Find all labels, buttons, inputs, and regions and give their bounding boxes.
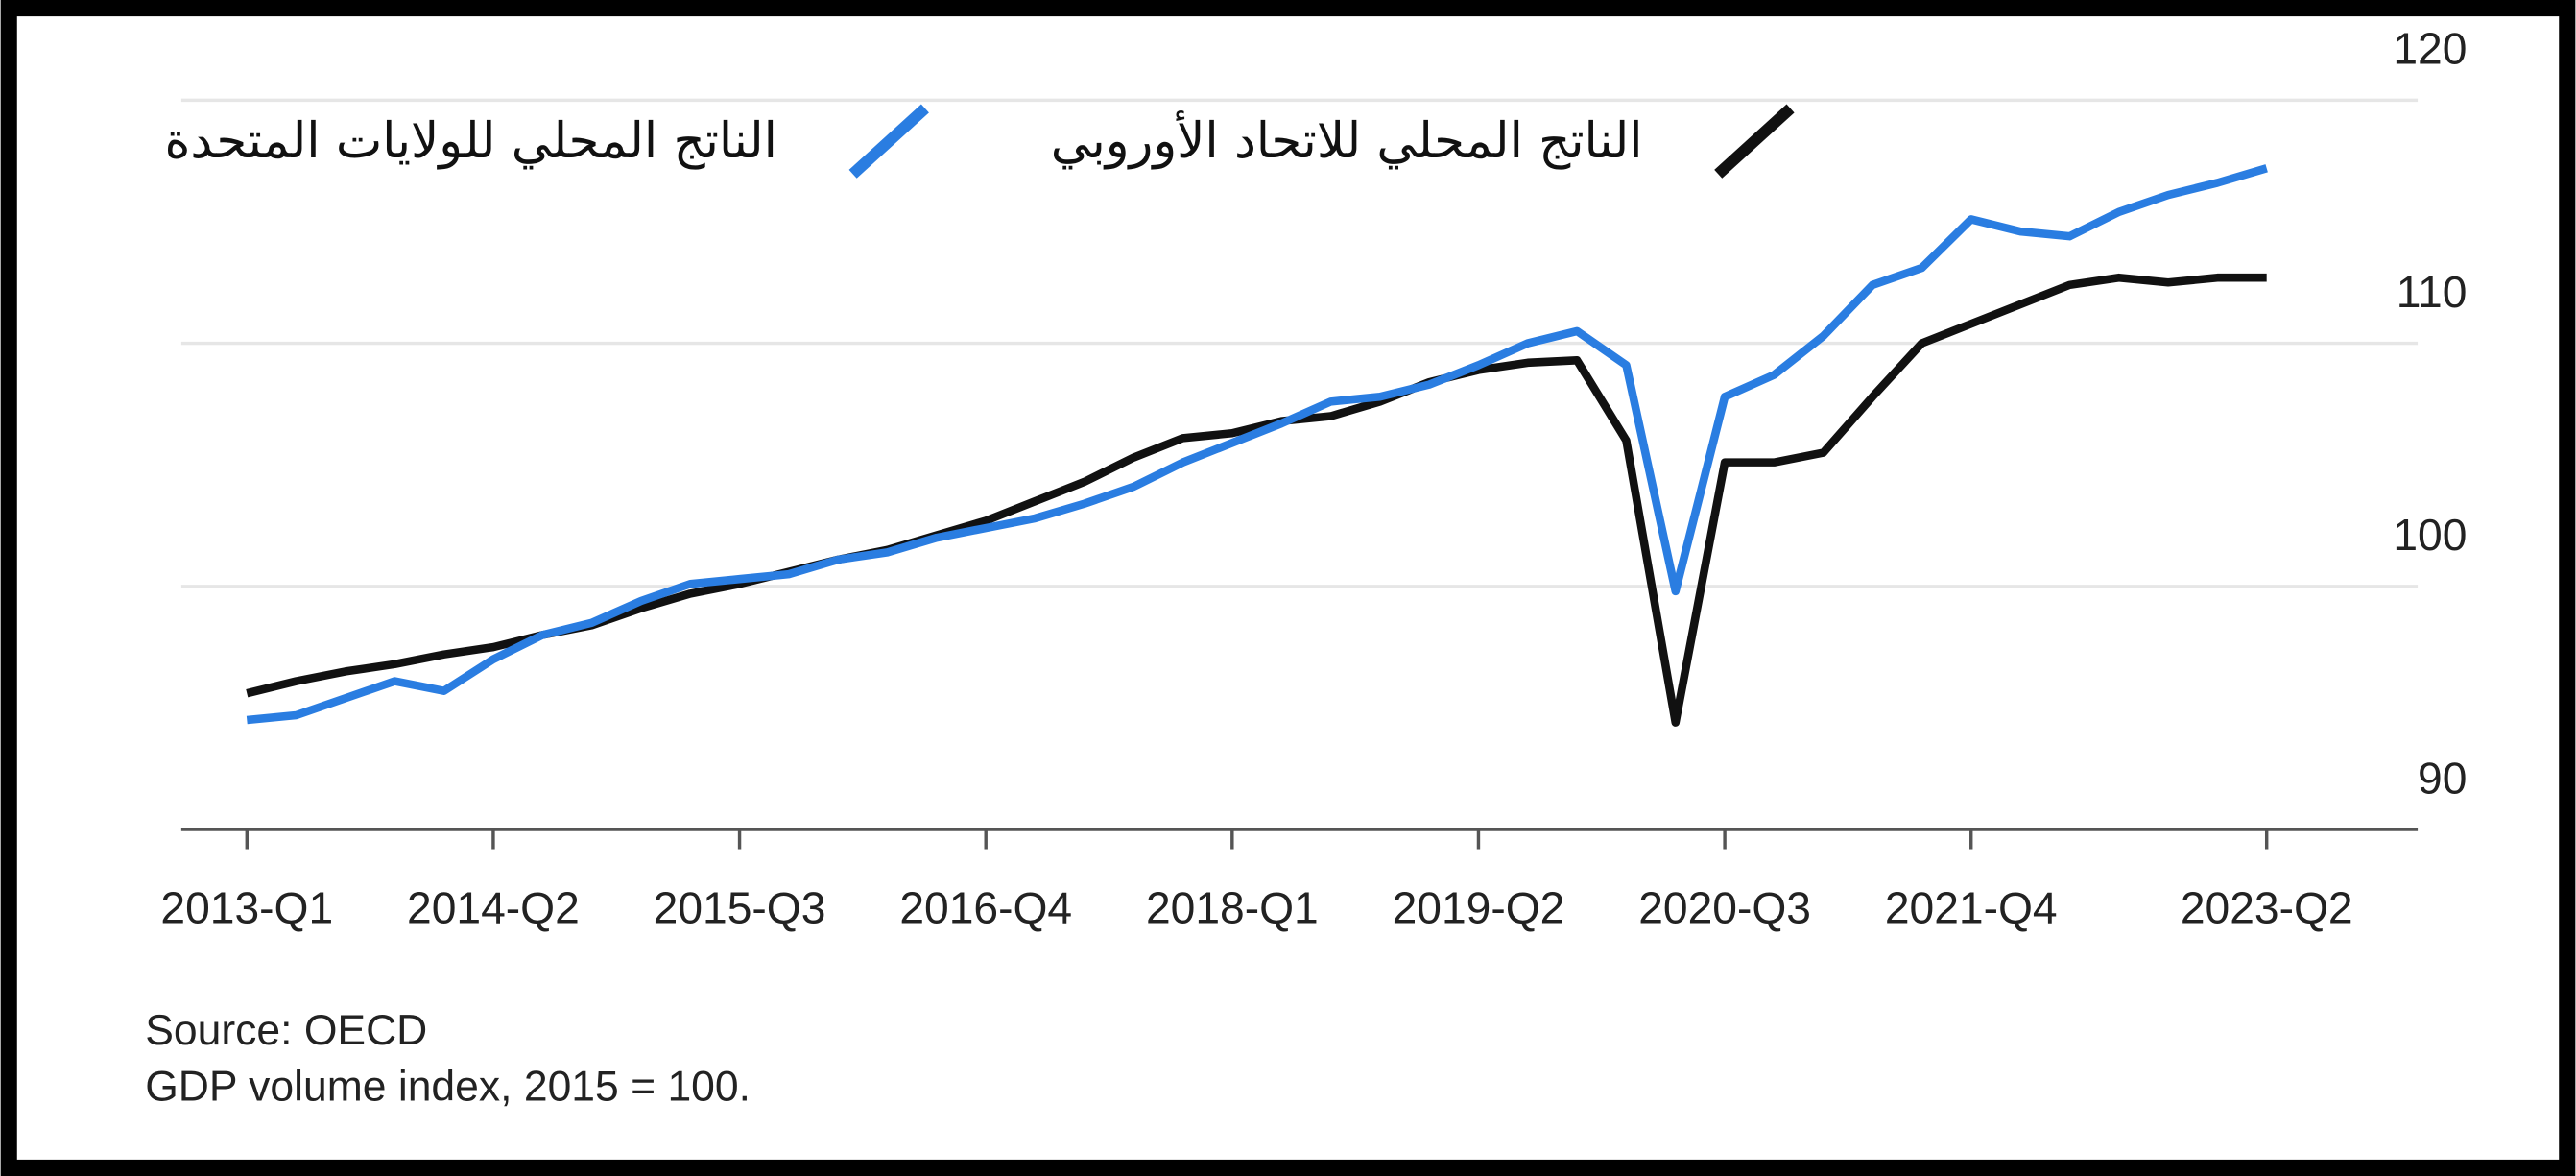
x-tick-label: 2013-Q1	[160, 883, 333, 933]
legend-swatch	[1714, 104, 1795, 179]
x-tick-label: 2021-Q4	[1885, 883, 2058, 933]
note: GDP volume index, 2015 = 100.	[145, 1063, 751, 1110]
x-tick-label: 2020-Q3	[1638, 883, 1811, 933]
y-tick-label: 100	[2393, 510, 2467, 560]
x-tick-label: 2023-Q2	[2181, 883, 2353, 933]
x-tick-label: 2019-Q2	[1393, 883, 1565, 933]
legend-swatch	[848, 104, 929, 179]
y-tick-label: 120	[2393, 24, 2467, 74]
x-tick-label: 2015-Q3	[654, 883, 826, 933]
x-tick-label: 2016-Q4	[899, 883, 1072, 933]
legend-label: الناتج المحلي للولايات المتحدة	[165, 112, 777, 170]
y-tick-label: 90	[2418, 753, 2467, 803]
line-series	[246, 164, 2268, 725]
x-tick-label: 2014-Q2	[407, 883, 580, 933]
source: Source: OECD	[145, 1007, 427, 1054]
y-tick-label: 110	[2397, 267, 2468, 317]
legend-label: الناتج المحلي للاتحاد الأوروبي	[1051, 110, 1643, 170]
x-tick-label: 2018-Q1	[1146, 883, 1319, 933]
